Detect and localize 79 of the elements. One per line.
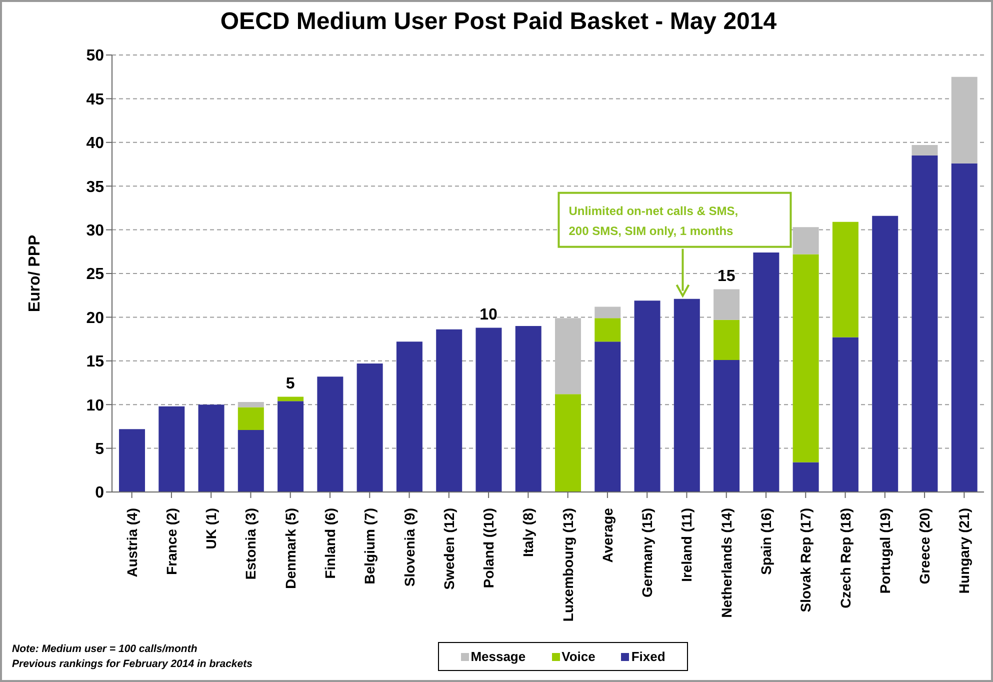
x-tick-label: France (2) bbox=[163, 508, 180, 575]
x-tick-label: Netherlands (14) bbox=[718, 508, 734, 618]
bar bbox=[238, 402, 264, 408]
x-tick-label: Germany (15) bbox=[639, 508, 656, 598]
bar bbox=[594, 342, 621, 492]
y-tick-label: 35 bbox=[86, 178, 104, 196]
bar bbox=[555, 394, 581, 492]
x-tick-label: Sweden (12) bbox=[440, 508, 457, 590]
bar bbox=[356, 364, 383, 492]
bar bbox=[278, 396, 304, 402]
x-tick-label: Portugal (19) bbox=[876, 508, 893, 594]
bar bbox=[832, 337, 858, 492]
x-tick-label: Average bbox=[599, 508, 616, 563]
y-tick-label: 10 bbox=[86, 397, 104, 414]
bar bbox=[792, 227, 819, 254]
annotation: 15 bbox=[717, 268, 736, 286]
y-tick-label: 45 bbox=[86, 91, 104, 108]
x-tick-label: UK (1) bbox=[203, 508, 220, 550]
text: Note: Medium user = 100 calls/month bbox=[12, 642, 198, 657]
bar bbox=[396, 342, 422, 492]
y-tick-label: 50 bbox=[86, 48, 104, 65]
y-axis-title: Euro/ PPP bbox=[26, 234, 44, 312]
bar bbox=[674, 298, 700, 492]
bar bbox=[278, 401, 304, 492]
bar bbox=[119, 429, 145, 492]
bar bbox=[238, 430, 264, 492]
annotation: 5 bbox=[286, 376, 295, 393]
x-tick-label: Czech Rep (18) bbox=[837, 508, 854, 608]
legend-label: Message bbox=[470, 649, 526, 664]
bar bbox=[912, 156, 938, 492]
y-tick-label: 20 bbox=[86, 310, 104, 327]
x-tick-label: Austria (4) bbox=[124, 508, 140, 578]
x-tick-label: Luxembourg (13) bbox=[560, 508, 576, 622]
bar bbox=[872, 216, 898, 492]
bar bbox=[317, 376, 344, 492]
bar bbox=[555, 318, 581, 394]
bar bbox=[912, 145, 938, 156]
bar bbox=[594, 306, 621, 318]
bar bbox=[792, 254, 819, 462]
bar bbox=[634, 300, 660, 492]
y-tick-label: 15 bbox=[86, 354, 104, 371]
annotation: Unlimited on-net calls & SMS, 200 SMS, SIM only, 1 months bbox=[568, 204, 738, 238]
bar bbox=[951, 163, 978, 492]
x-tick-label: Slovak Rep (17) bbox=[798, 508, 814, 612]
bar bbox=[158, 406, 185, 492]
x-tick-label: Ireland (11) bbox=[678, 508, 695, 582]
bar bbox=[753, 252, 780, 492]
bar bbox=[714, 320, 740, 360]
bar bbox=[436, 329, 462, 492]
x-tick-label: Finland (6) bbox=[322, 508, 338, 579]
bar bbox=[476, 328, 502, 492]
y-tick-label: 30 bbox=[86, 222, 104, 240]
legend-label: Voice bbox=[560, 649, 596, 664]
y-tick-label: 40 bbox=[86, 135, 104, 152]
x-tick-label: Spain (16) bbox=[758, 508, 774, 575]
y-tick-label: 5 bbox=[95, 440, 104, 458]
x-tick-label: Poland ((10) bbox=[480, 508, 497, 588]
bar bbox=[198, 404, 224, 492]
x-tick-label: Hungary (21) bbox=[956, 508, 972, 594]
x-tick-label: Greece (20) bbox=[916, 508, 933, 584]
x-tick-label: Estonia (3) bbox=[242, 508, 259, 580]
text: Previous rankings for February 2014 in brackets bbox=[12, 657, 252, 672]
chart-title: OECD Medium User Post Paid Basket - May 2014 bbox=[219, 8, 778, 36]
x-tick-label: Belgium (7) bbox=[362, 508, 378, 584]
annotation: 10 bbox=[480, 306, 498, 324]
bar bbox=[238, 407, 264, 430]
y-tick-label: 0 bbox=[95, 484, 104, 502]
bar bbox=[792, 462, 819, 492]
bar bbox=[714, 360, 740, 492]
bar bbox=[714, 289, 740, 320]
bar bbox=[594, 318, 621, 342]
legend-label: Fixed bbox=[630, 649, 666, 664]
bar bbox=[951, 76, 978, 164]
bar bbox=[515, 326, 542, 492]
bar bbox=[832, 222, 858, 338]
x-tick-label: Italy (8) bbox=[520, 508, 536, 558]
y-tick-label: 25 bbox=[86, 266, 104, 284]
x-tick-label: Slovenia (9) bbox=[401, 508, 418, 587]
x-tick-label: Denmark (5) bbox=[282, 508, 298, 589]
